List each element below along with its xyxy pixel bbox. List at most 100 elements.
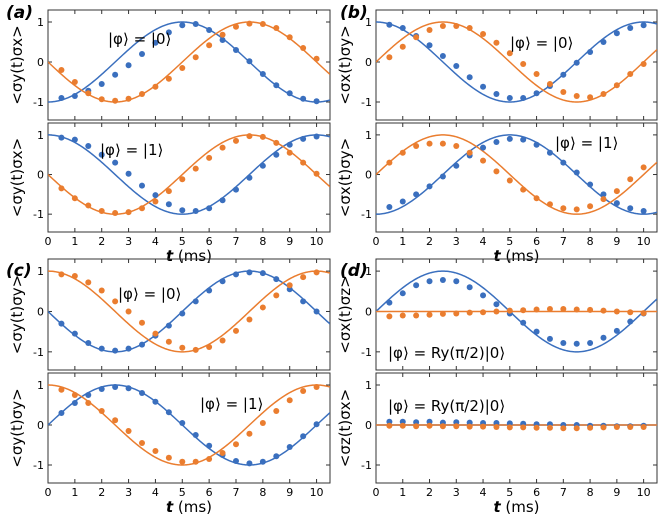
orange-data-point <box>613 308 620 315</box>
orange-data-point <box>300 274 307 281</box>
orange-data-point <box>313 55 320 62</box>
orange-data-point <box>165 454 172 461</box>
x-axis-unit: (ms) <box>501 247 540 265</box>
x-tick-label: 2 <box>98 486 105 499</box>
orange-data-point <box>520 61 527 67</box>
blue-data-point <box>206 205 213 212</box>
orange-data-point <box>627 309 634 316</box>
orange-data-point <box>520 307 527 314</box>
orange-data-point <box>58 185 65 192</box>
orange-data-point <box>439 310 446 317</box>
blue-fit-line <box>376 21 657 103</box>
blue-data-point <box>125 62 132 69</box>
y-axis-label: <σx(t)σy> <box>336 138 354 218</box>
x-tick-label: 0 <box>373 235 380 248</box>
x-axis-unit: (ms) <box>173 498 212 516</box>
x-tick-label: 2 <box>426 235 433 248</box>
x-tick-label: 3 <box>453 486 460 499</box>
x-tick-label: 2 <box>98 235 105 248</box>
orange-data-point <box>179 65 186 71</box>
orange-data-point <box>399 149 406 156</box>
blue-data-point <box>386 21 393 28</box>
blue-data-point <box>399 198 406 205</box>
blue-data-point <box>192 432 199 438</box>
y-axis-label: <σx(t)σz> <box>336 275 354 354</box>
blue-data-point <box>179 310 186 317</box>
x-tick-label: 7 <box>233 235 240 248</box>
orange-data-point <box>480 31 487 37</box>
blue-data-point <box>206 27 213 33</box>
y-tick-label: -1 <box>33 208 44 221</box>
blue-data-point <box>165 409 172 416</box>
x-tick-label: 5 <box>179 235 186 248</box>
orange-data-point <box>313 269 320 276</box>
orange-data-point <box>613 82 620 89</box>
blue-data-point <box>587 339 594 346</box>
orange-data-point <box>85 202 92 209</box>
blue-data-point <box>453 162 460 169</box>
blue-data-point <box>413 191 420 198</box>
blue-data-point <box>139 341 145 348</box>
orange-data-point <box>573 306 580 313</box>
orange-data-point <box>179 344 186 351</box>
blue-data-point <box>520 95 527 101</box>
blue-data-point <box>233 458 239 464</box>
blue-data-point <box>300 95 307 102</box>
blue-data-point <box>313 421 320 428</box>
orange-data-point <box>587 424 594 431</box>
orange-data-point <box>480 309 487 316</box>
orange-data-point <box>560 89 567 95</box>
blue-data-point <box>587 181 594 188</box>
orange-data-point <box>426 27 433 33</box>
blue-data-point <box>453 278 460 285</box>
orange-data-point <box>192 346 199 353</box>
orange-data-point <box>313 384 320 390</box>
blue-data-point <box>506 95 513 101</box>
blue-data-point <box>152 398 159 405</box>
orange-data-point <box>206 42 213 49</box>
plot-frame <box>375 372 658 484</box>
orange-data-point <box>286 397 293 404</box>
blue-data-point <box>233 47 239 53</box>
blue-fit-line <box>376 270 657 353</box>
orange-data-point <box>112 298 119 305</box>
x-tick-label: 6 <box>533 235 540 248</box>
orange-data-point <box>300 45 307 51</box>
orange-data-point <box>493 308 500 315</box>
blue-data-point <box>58 95 65 101</box>
orange-data-point <box>413 423 420 430</box>
y-axis-label: <σy(t)σx> <box>8 138 26 218</box>
x-tick-label: 6 <box>206 486 213 499</box>
blue-data-point <box>439 53 446 59</box>
orange-data-point <box>139 205 145 212</box>
y-tick-label: 1 <box>365 265 372 278</box>
blue-data-point <box>560 339 567 346</box>
blue-data-point <box>246 460 253 467</box>
blue-data-point <box>426 278 433 285</box>
blue-data-point <box>165 201 172 208</box>
orange-data-point <box>506 177 513 184</box>
orange-data-point <box>58 67 65 73</box>
x-tick-label: 7 <box>233 486 240 499</box>
y-tick-label: 0 <box>365 419 372 432</box>
y-tick-label: 1 <box>37 16 44 29</box>
blue-data-point <box>426 183 433 190</box>
blue-data-point <box>560 159 567 166</box>
orange-data-point <box>413 34 420 41</box>
blue-data-point <box>600 191 607 198</box>
blue-data-point <box>533 328 540 335</box>
orange-data-point <box>192 165 199 172</box>
blue-data-point <box>58 134 65 141</box>
orange-data-point <box>533 424 540 431</box>
orange-data-point <box>259 21 266 27</box>
orange-data-point <box>71 79 78 85</box>
blue-data-point <box>112 384 119 390</box>
blue-data-point <box>300 135 307 142</box>
subplot-c-top: -1 0 1 <σy(t)σy> |φ⟩ = |0⟩ <box>8 258 331 371</box>
x-tick-label: 9 <box>286 235 293 248</box>
blue-data-point <box>179 22 186 29</box>
orange-data-point <box>139 440 145 446</box>
x-axis-label: t (ms) <box>493 247 539 265</box>
plot-frame <box>375 258 658 371</box>
x-tick-label: 1 <box>399 235 406 248</box>
